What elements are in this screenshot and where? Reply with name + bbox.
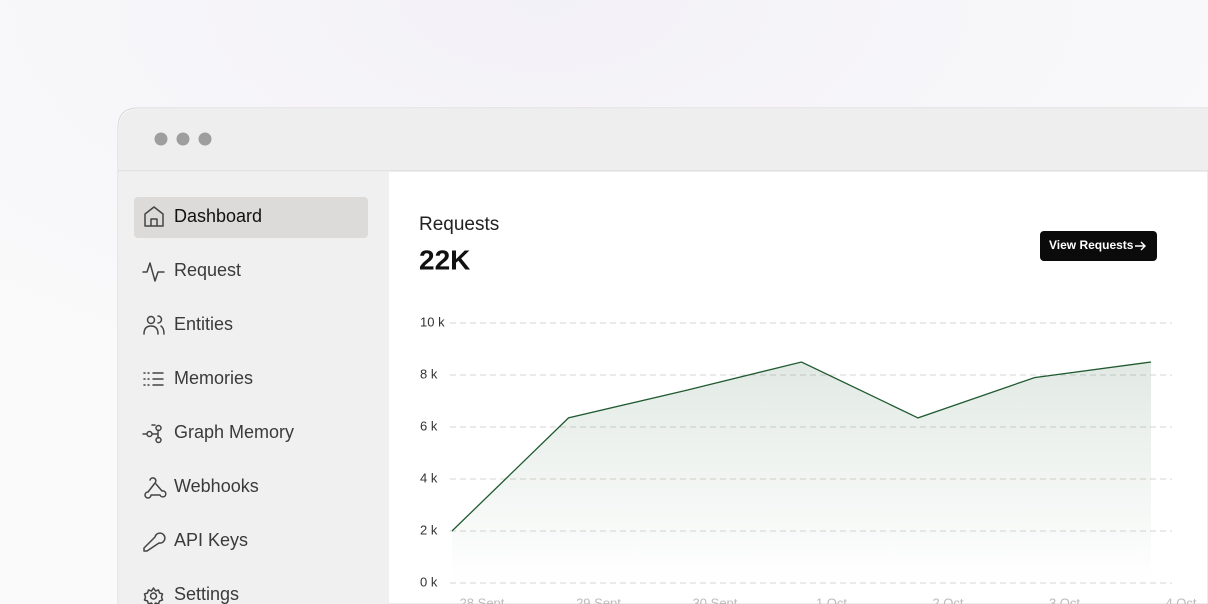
x-tick-label: 4 Oct: [1165, 595, 1196, 604]
nav-icons: [142, 206, 167, 604]
y-tick-label: 10 k: [420, 314, 445, 329]
icon-list: [143, 372, 164, 386]
sidebar: [119, 172, 389, 604]
nav-item[interactable]: Dashboard: [174, 206, 262, 226]
nav-item[interactable]: Graph Memory: [174, 422, 294, 442]
x-tick-label: 30 Sept: [693, 595, 738, 604]
window-dot: [154, 132, 168, 146]
y-tick-label: 4 k: [420, 470, 438, 485]
area: [452, 362, 1151, 583]
view-button[interactable]: View Requests: [1040, 231, 1157, 261]
active-item-bg: [134, 197, 368, 238]
x-tick-label: 2 Oct: [932, 595, 963, 604]
nav-item[interactable]: Entities: [174, 314, 233, 334]
y-tick-label: 6 k: [420, 418, 438, 433]
line: [451, 361, 1152, 532]
icon-activity: [142, 262, 165, 282]
y-tick-label: 2 k: [420, 522, 438, 537]
x-tick-label: 1 Oct: [816, 595, 847, 604]
y-tick-label: 8 k: [420, 366, 438, 381]
icon-webhook: [144, 477, 167, 499]
nav-item[interactable]: API Keys: [174, 530, 248, 550]
card-title: Requests: [419, 214, 499, 235]
window-dot: [198, 132, 212, 146]
nav-item[interactable]: Memories: [174, 368, 253, 388]
icon-settings: [143, 587, 164, 604]
nav-item[interactable]: Settings: [174, 584, 239, 604]
icon-key: [143, 532, 166, 552]
button-bg[interactable]: [1040, 231, 1157, 261]
window-dot: [176, 132, 190, 146]
nav-item[interactable]: Request: [174, 260, 241, 280]
x-tick-label: 3 Oct: [1049, 595, 1080, 604]
icon-home: [144, 206, 164, 227]
icon-graph: [142, 424, 162, 444]
x-tick-label: 28 Sept: [460, 595, 505, 604]
button-label[interactable]: View Requests: [1049, 238, 1134, 252]
button-arrow: [1135, 241, 1146, 251]
card-value: 22K: [419, 244, 470, 275]
y-tick-label: 0 k: [420, 574, 438, 589]
title-bar: [119, 109, 1208, 171]
icon-users: [143, 315, 165, 335]
nav-item[interactable]: Webhooks: [174, 476, 259, 496]
x-tick-label: 29 Sept: [576, 595, 621, 604]
